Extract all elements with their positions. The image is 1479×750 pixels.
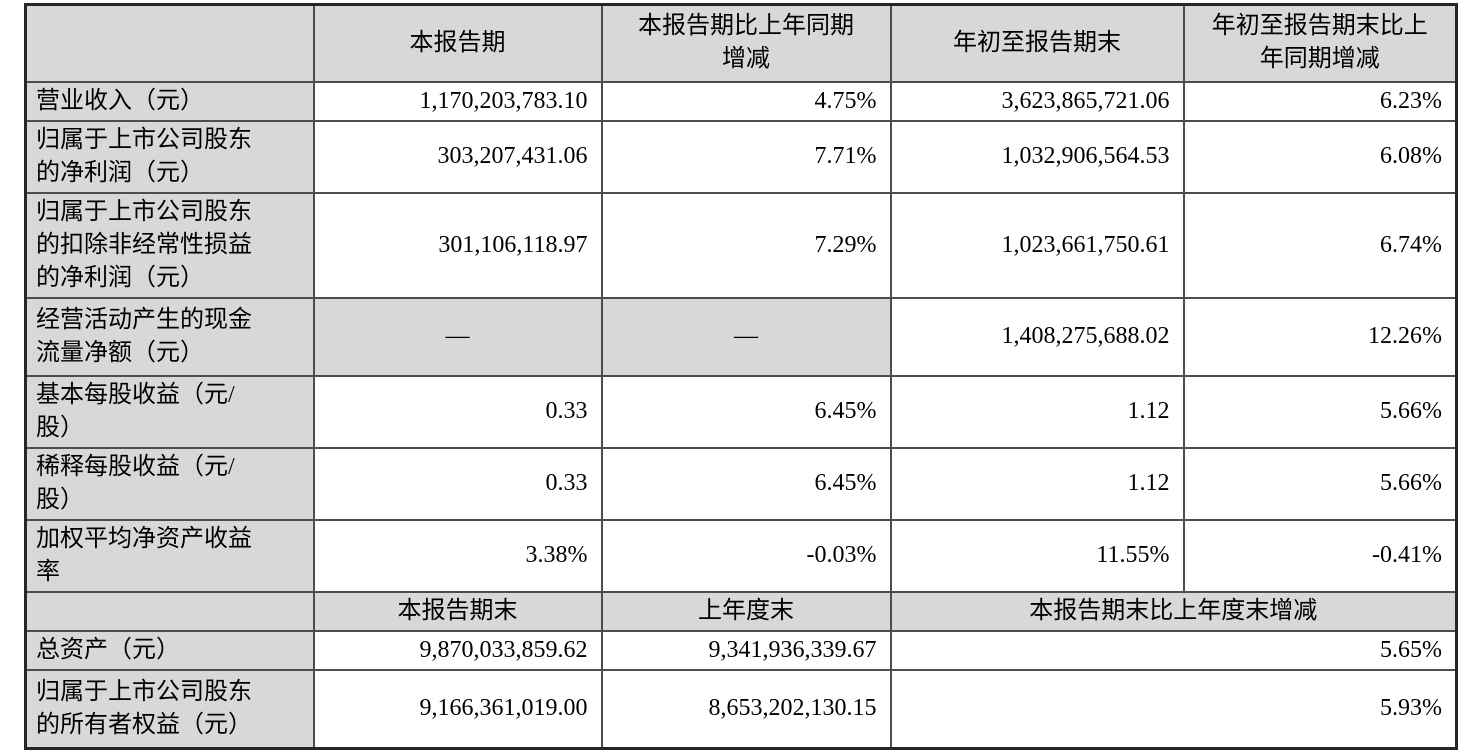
roe-current-value: 3.38% [312,518,603,593]
header-blank-cell [24,3,315,83]
total-assets-prev-year-end-value: 9,341,936,339.67 [600,629,892,671]
row-label-total-assets: 总资产（元） [24,629,315,671]
row-operating-cash-flow: 经营活动产生的现金 流量净额（元） — — 1,408,275,688.02 1… [24,296,1458,377]
net-profit-ytd-yoy-value: 6.08% [1182,119,1458,194]
row-net-profit-excl-nonrecurring: 归属于上市公司股东 的扣除非经常性损益 的净利润（元） 301,106,118.… [24,191,1458,299]
revenue-current-yoy-value: 4.75% [600,80,892,122]
net-profit-current-yoy-value: 7.71% [600,119,892,194]
row-label-net-profit: 归属于上市公司股东 的净利润（元） [24,119,315,194]
header-period-end-vs-prev-year-change: 本报告期末比上年度末增减 [889,590,1458,632]
header-current-period-yoy-change: 本报告期比上年同期 增减 [600,3,892,83]
row-label-operating-cash-flow: 经营活动产生的现金 流量净额（元） [24,296,315,377]
row-label-basic-eps: 基本每股收益（元/ 股） [24,374,315,449]
net-profit-current-value: 303,207,431.06 [312,119,603,194]
cash-flow-ytd-yoy-value: 12.26% [1182,296,1458,377]
equity-period-end-value: 9,166,361,019.00 [312,668,603,750]
row-net-profit: 归属于上市公司股东 的净利润（元） 303,207,431.06 7.71% 1… [24,119,1458,194]
revenue-ytd-yoy-value: 6.23% [1182,80,1458,122]
cash-flow-ytd-value: 1,408,275,688.02 [889,296,1185,377]
header-yearend-blank-cell [24,590,315,632]
row-equity-attributable: 归属于上市公司股东 的所有者权益（元） 9,166,361,019.00 8,6… [24,668,1458,750]
net-profit-excl-current-yoy-value: 7.29% [600,191,892,299]
header-ytd: 年初至报告期末 [889,3,1185,83]
header-prev-year-end: 上年度末 [600,590,892,632]
cash-flow-current-yoy-dash: — [600,296,892,377]
header-ytd-yoy-change: 年初至报告期末比上 年同期增减 [1182,3,1458,83]
row-diluted-eps: 稀释每股收益（元/ 股） 0.33 6.45% 1.12 5.66% [24,446,1458,521]
row-label-revenue: 营业收入（元） [24,80,315,122]
basic-eps-ytd-value: 1.12 [889,374,1185,449]
header-row-period: 本报告期 本报告期比上年同期 增减 年初至报告期末 年初至报告期末比上 年同期增… [24,3,1458,83]
row-label-weighted-avg-roe: 加权平均净资产收益 率 [24,518,315,593]
row-basic-eps: 基本每股收益（元/ 股） 0.33 6.45% 1.12 5.66% [24,374,1458,449]
net-profit-excl-current-value: 301,106,118.97 [312,191,603,299]
diluted-eps-ytd-value: 1.12 [889,446,1185,521]
header-row-yearend: 本报告期末 上年度末 本报告期末比上年度末增减 [24,590,1458,632]
net-profit-ytd-value: 1,032,906,564.53 [889,119,1185,194]
equity-prev-year-end-value: 8,653,202,130.15 [600,668,892,750]
roe-current-yoy-value: -0.03% [600,518,892,593]
header-period-end: 本报告期末 [312,590,603,632]
roe-ytd-yoy-value: -0.41% [1182,518,1458,593]
row-label-equity-attributable: 归属于上市公司股东 的所有者权益（元） [24,668,315,750]
roe-ytd-value: 11.55% [889,518,1185,593]
diluted-eps-current-value: 0.33 [312,446,603,521]
total-assets-period-end-value: 9,870,033,859.62 [312,629,603,671]
header-current-period: 本报告期 [312,3,603,83]
net-profit-excl-ytd-yoy-value: 6.74% [1182,191,1458,299]
total-assets-change-value: 5.65% [889,629,1458,671]
row-label-net-profit-excl-nonrecurring: 归属于上市公司股东 的扣除非经常性损益 的净利润（元） [24,191,315,299]
diluted-eps-current-yoy-value: 6.45% [600,446,892,521]
row-revenue: 营业收入（元） 1,170,203,783.10 4.75% 3,623,865… [24,80,1458,122]
row-total-assets: 总资产（元） 9,870,033,859.62 9,341,936,339.67… [24,629,1458,671]
revenue-ytd-value: 3,623,865,721.06 [889,80,1185,122]
diluted-eps-ytd-yoy-value: 5.66% [1182,446,1458,521]
basic-eps-ytd-yoy-value: 5.66% [1182,374,1458,449]
cash-flow-current-dash: — [312,296,603,377]
financial-summary-table: 本报告期 本报告期比上年同期 增减 年初至报告期末 年初至报告期末比上 年同期增… [24,3,1458,750]
net-profit-excl-ytd-value: 1,023,661,750.61 [889,191,1185,299]
basic-eps-current-yoy-value: 6.45% [600,374,892,449]
revenue-current-value: 1,170,203,783.10 [312,80,603,122]
basic-eps-current-value: 0.33 [312,374,603,449]
equity-change-value: 5.93% [889,668,1458,750]
row-label-diluted-eps: 稀释每股收益（元/ 股） [24,446,315,521]
row-weighted-avg-roe: 加权平均净资产收益 率 3.38% -0.03% 11.55% -0.41% [24,518,1458,593]
